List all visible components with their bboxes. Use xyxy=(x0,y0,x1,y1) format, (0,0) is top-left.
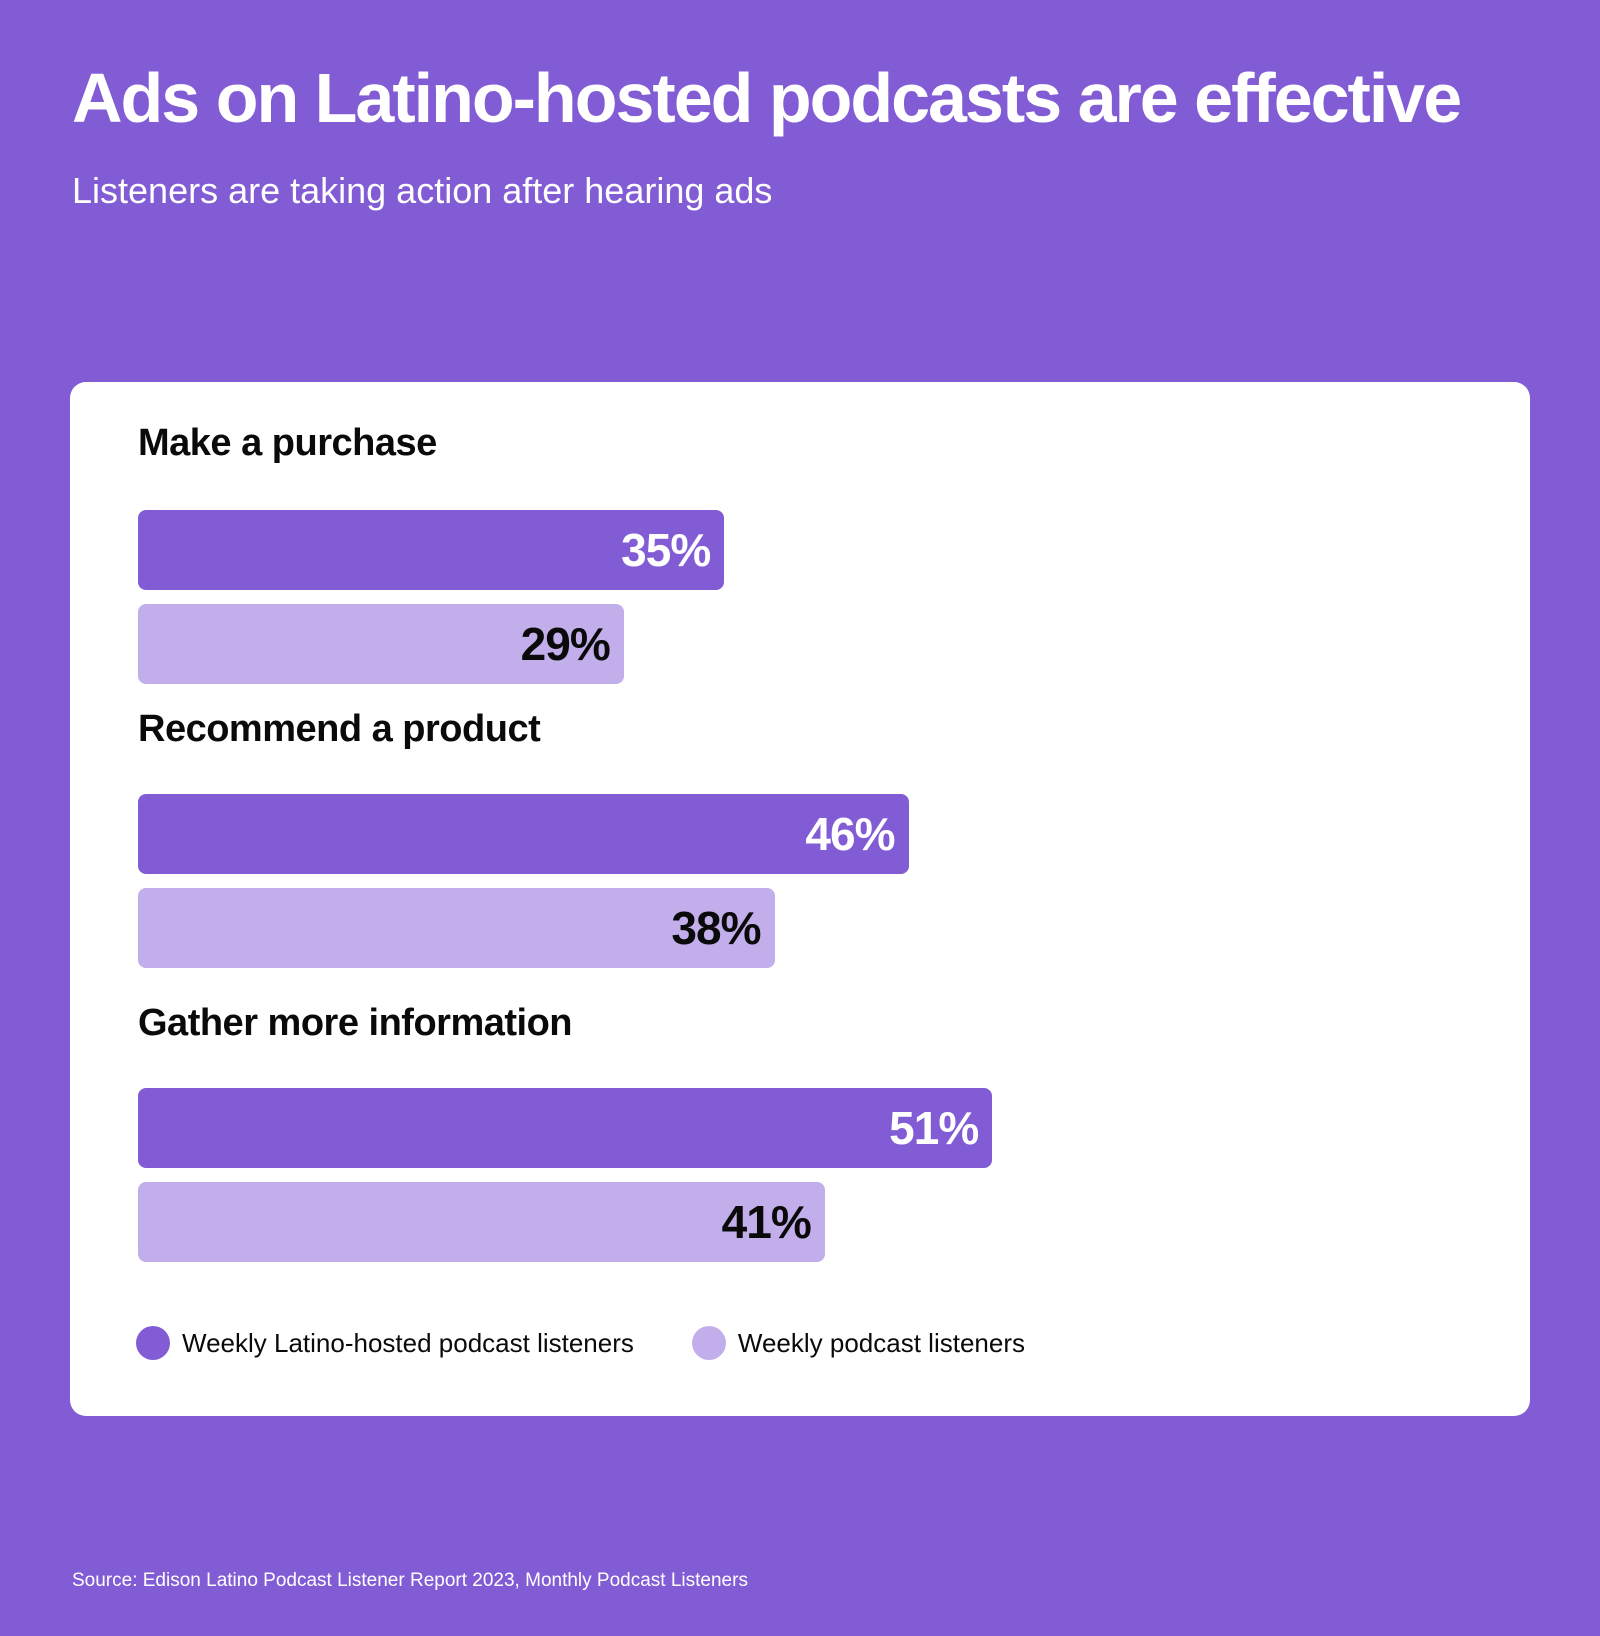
chart-card: Make a purchase 35% 29% Recommend a prod… xyxy=(70,382,1530,1416)
data-label-recommend-a-product-latino: 46% xyxy=(805,808,895,860)
category-label-gather-more-information: Gather more information xyxy=(138,1002,573,1044)
chart-subtitle: Listeners are taking action after hearin… xyxy=(72,170,773,211)
legend-label-latino: Weekly Latino-hosted podcast listeners xyxy=(182,1327,634,1358)
source-note: Source: Edison Latino Podcast Listener R… xyxy=(72,1570,748,1591)
legend-item-all: Weekly podcast listeners xyxy=(691,1326,1025,1360)
legend-swatch-latino xyxy=(136,1326,170,1360)
bar-gather-more-information-latino: 51% xyxy=(138,1088,993,1168)
category-label-make-a-purchase: Make a purchase xyxy=(138,422,437,464)
data-label-make-a-purchase-latino: 35% xyxy=(621,524,711,576)
data-label-gather-more-information-all: 41% xyxy=(721,1196,812,1248)
bar-make-a-purchase-latino: 35% xyxy=(138,510,725,590)
bar-gather-more-information-all: 41% xyxy=(138,1182,825,1262)
legend-label-all: Weekly podcast listeners xyxy=(737,1327,1025,1358)
bar-make-a-purchase-all: 29% xyxy=(138,604,624,684)
legend-swatch-all xyxy=(691,1326,726,1360)
chart-title: Ads on Latino-hosted podcasts are effect… xyxy=(72,59,1462,137)
bar-recommend-a-product-all: 38% xyxy=(138,888,775,968)
legend-item-latino: Weekly Latino-hosted podcast listeners xyxy=(136,1326,634,1360)
data-label-recommend-a-product-all: 38% xyxy=(671,902,761,954)
category-label-recommend-a-product: Recommend a product xyxy=(138,708,541,750)
bar-recommend-a-product-latino: 46% xyxy=(138,794,909,874)
data-label-gather-more-information-latino: 51% xyxy=(889,1102,979,1154)
legend: Weekly Latino-hosted podcast listeners W… xyxy=(136,1326,1083,1360)
data-label-make-a-purchase-all: 29% xyxy=(520,618,611,670)
